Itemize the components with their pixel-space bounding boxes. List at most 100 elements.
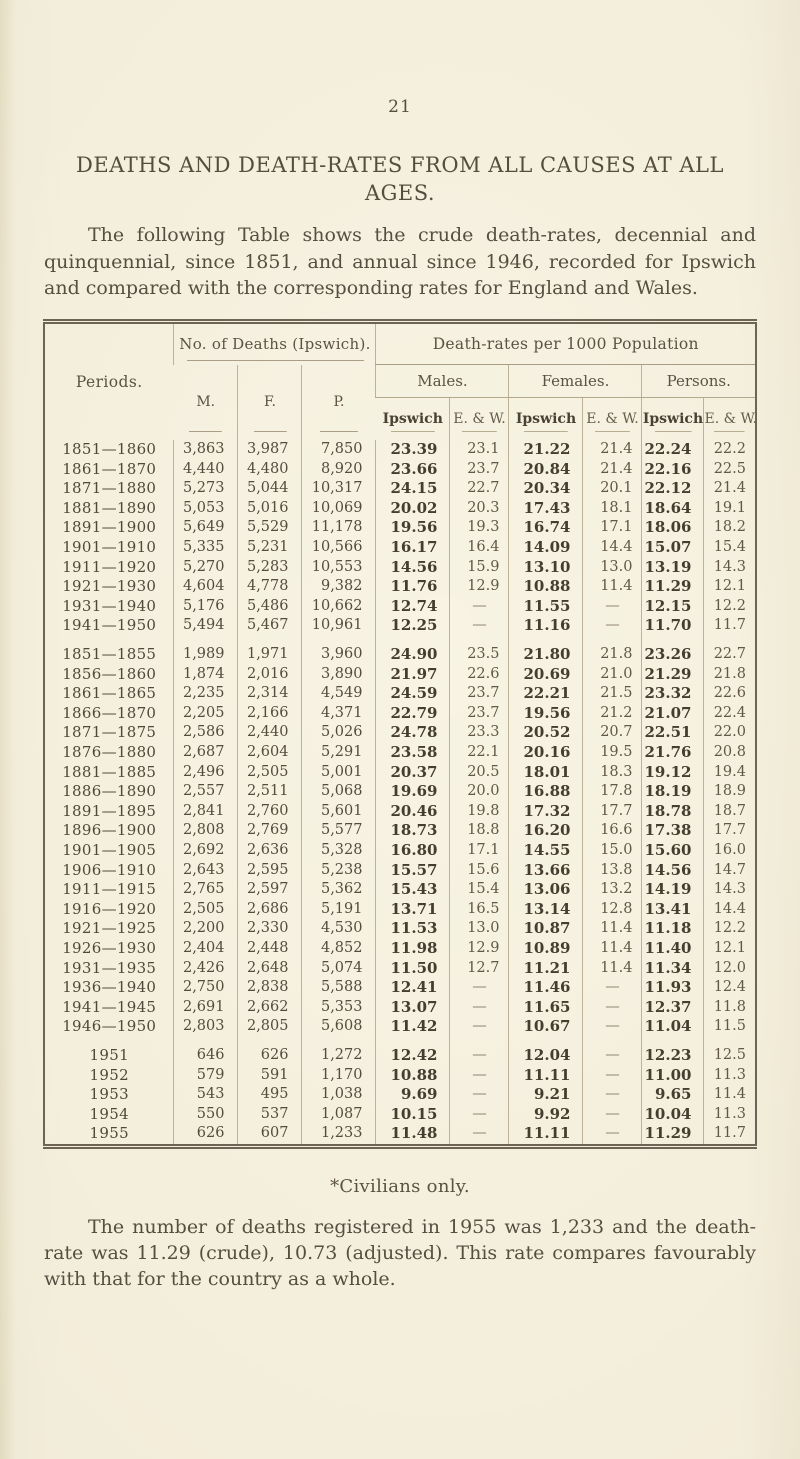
rate-females-ew-cell: 14.4 [582,538,642,558]
table-row: 1916—1920 2,505 2,686 5,191 13.71 16.5 13.14 12… [44,899,756,920]
rate-males-ipswich-cell: 11.53 [375,919,450,939]
table-row: 1921—1925 2,200 2,330 4,530 11.53 13.0 10.87 11… [44,919,756,939]
deaths-persons-cell: 9,382 [301,577,376,597]
rate-males-ew-cell: — [449,1124,509,1147]
deaths-male-cell: 579 [173,1065,238,1086]
period-cell: 1931—1935 [62,958,157,977]
header-persons-ew: E. & W. [703,397,756,441]
rate-persons-ipswich-cell: 13.41 [641,899,704,920]
deaths-persons-cell: 4,530 [301,919,376,939]
rate-persons-ipswich-cell: 12.37 [641,997,704,1018]
period-cell: 1931—1940 [62,596,157,615]
gap-cell [301,1036,376,1046]
deaths-persons-cell: 1,272 [301,1045,376,1066]
period-cell: 1954 [89,1104,129,1123]
deaths-persons-cell: 5,362 [301,880,376,900]
rate-persons-ew-cell: 18.7 [703,801,756,822]
rate-females-ew-cell: 17.7 [582,801,642,822]
gap-cell [173,1036,238,1046]
table-row: 1876—1880 2,687 2,604 5,291 23.58 22.1 20.16 19… [44,743,756,763]
table-row: 1911—1920 5,270 5,283 10,553 14.56 15.9 13.10 1… [44,557,756,578]
rate-persons-ipswich-cell: 9.65 [641,1085,704,1105]
gap-cell [641,1036,704,1046]
table-row: 1901—1910 5,335 5,231 10,566 16.17 16.4 14.09 1… [44,538,756,558]
rate-females-ipswich-cell: 10.67 [508,1017,583,1037]
rate-persons-ew-cell: 14.4 [703,899,756,920]
period-cell: 1891—1900 [62,518,157,537]
deaths-female-cell: 607 [237,1124,302,1147]
deaths-persons-cell: 10,566 [301,538,376,558]
deaths-female-cell: 4,480 [237,459,302,480]
deaths-female-cell: 2,505 [237,762,302,783]
rate-males-ipswich-cell: 12.25 [375,616,450,637]
rate-males-ew-cell: 23.7 [449,459,509,480]
rate-males-ipswich-cell: 23.39 [375,440,450,460]
deaths-female-cell: 1,971 [237,645,302,665]
deaths-male-cell: 5,273 [173,479,238,499]
page-title: DEATHS AND DEATH-RATES FROM ALL CAUSES A… [76,153,724,205]
header-deaths-group: No. of Deaths (Ipswich). [173,321,376,365]
rate-females-ew-cell: 11.4 [582,958,642,979]
rate-persons-ipswich-cell: 18.64 [641,498,704,519]
rate-males-ew-cell: 12.9 [449,938,509,959]
rate-females-ew-cell: 20.7 [582,723,642,743]
deaths-male-cell: 543 [173,1085,238,1105]
deaths-male-cell: 1,874 [173,664,238,685]
deaths-male-cell: 5,176 [173,596,238,617]
deaths-male-cell: 2,496 [173,762,238,783]
rate-females-ipswich-cell: 13.10 [508,557,583,578]
rate-persons-ipswich-cell: 23.32 [641,684,704,704]
rate-males-ew-cell: — [449,1085,509,1105]
deaths-persons-cell: 4,549 [301,684,376,704]
deaths-male-cell: 2,205 [173,703,238,724]
rate-males-ew-cell: 15.4 [449,880,509,900]
rate-females-ipswich-cell: 22.21 [508,684,583,704]
rate-males-ipswich-cell: 23.58 [375,743,450,763]
rate-persons-ew-cell: 22.2 [703,440,756,460]
rate-females-ipswich-cell: 17.43 [508,498,583,519]
rate-females-ipswich-cell: 21.22 [508,440,583,460]
rate-males-ipswich-cell: 11.98 [375,938,450,959]
rate-females-ew-cell: 11.4 [582,938,642,959]
deaths-persons-cell: 5,191 [301,899,376,920]
rate-persons-ipswich-cell: 14.19 [641,880,704,900]
rate-females-ipswich-cell: 20.52 [508,723,583,743]
table-row: 1866—1870 2,205 2,166 4,371 22.79 23.7 19.56 21… [44,703,756,724]
table-row: 1926—1930 2,404 2,448 4,852 11.98 12.9 10.89 11… [44,938,756,959]
rate-persons-ew-cell: 12.4 [703,978,756,998]
table-row: 1911—1915 2,765 2,597 5,362 15.43 15.4 13.06 13… [44,880,756,900]
rate-females-ew-cell: 12.8 [582,899,642,920]
gap-cell [44,636,174,645]
rate-males-ipswich-cell: 13.07 [375,997,450,1018]
rate-males-ew-cell: 19.3 [449,518,509,539]
deaths-male-cell: 2,765 [173,880,238,900]
deaths-persons-cell: 1,170 [301,1065,376,1086]
rate-females-ipswich-cell: 13.06 [508,880,583,900]
gap-cell [237,1036,302,1046]
rate-males-ew-cell: 23.5 [449,645,509,665]
rate-persons-ew-cell: 11.8 [703,997,756,1018]
rate-females-ipswich-cell: 13.14 [508,899,583,920]
deaths-persons-cell: 3,890 [301,664,376,685]
deaths-persons-cell: 10,961 [301,616,376,637]
period-cell: 1871—1880 [62,479,157,498]
deaths-female-cell: 5,467 [237,616,302,637]
rate-persons-ipswich-cell: 21.76 [641,743,704,763]
period-cell: 1891—1895 [62,801,157,820]
table-row: 1891—1900 5,649 5,529 11,178 19.56 19.3 16.74 1… [44,518,756,539]
period-cell: 1926—1930 [62,938,157,957]
deaths-female-cell: 2,769 [237,821,302,841]
gap-cell [508,1036,583,1046]
table-row: 1871—1875 2,586 2,440 5,026 24.78 23.3 20.52 20… [44,723,756,743]
gap-cell [508,636,583,646]
deaths-female-cell: 5,016 [237,498,302,519]
deaths-female-cell: 2,838 [237,978,302,998]
rate-persons-ew-cell: 22.5 [703,459,756,480]
rate-females-ipswich-cell: 11.55 [508,596,583,617]
rate-females-ew-cell: 21.8 [582,645,642,665]
table-header: Periods. No. of Deaths (Ipswich). Death-… [44,321,756,441]
period-cell: 1911—1915 [62,880,157,899]
period-cell: 1936—1940 [62,978,157,997]
rate-persons-ipswich-cell: 21.07 [641,703,704,724]
rate-persons-ew-cell: 11.3 [703,1104,756,1125]
